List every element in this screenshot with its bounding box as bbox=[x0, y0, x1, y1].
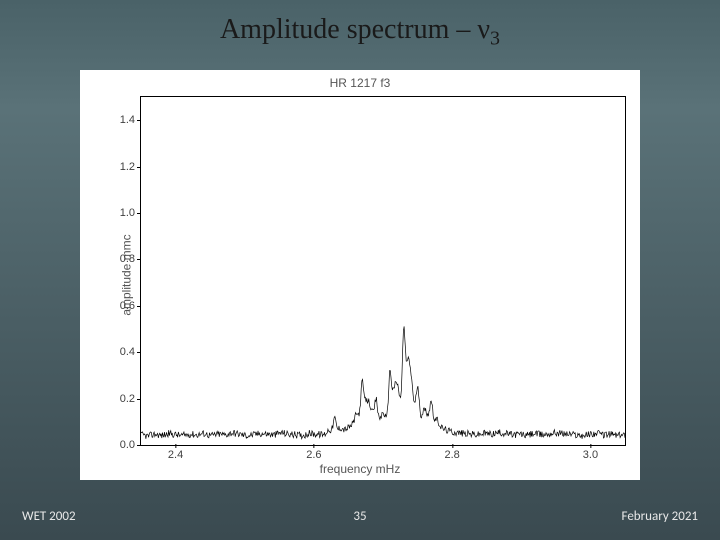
footer-left: WET 2002 bbox=[22, 509, 76, 524]
xtick: 2.6 bbox=[306, 449, 321, 461]
ytick: 0.0 bbox=[120, 439, 135, 451]
ytick: 0.8 bbox=[120, 253, 135, 265]
title-symbol: ν bbox=[477, 14, 490, 45]
chart-inner-title: HR 1217 f3 bbox=[80, 76, 640, 90]
footer-page-number: 35 bbox=[353, 509, 366, 524]
ytick: 0.4 bbox=[120, 346, 135, 358]
title-main: Amplitude spectrum – bbox=[220, 14, 477, 45]
slide-title: Amplitude spectrum – ν3 bbox=[0, 14, 720, 51]
chart-panel: HR 1217 f3 amplitude mmc frequency mHz 0… bbox=[80, 70, 640, 480]
ytick: 1.0 bbox=[120, 207, 135, 219]
xtick: 3.0 bbox=[583, 449, 598, 461]
chart-xlabel: frequency mHz bbox=[80, 462, 640, 476]
plot-area: 0.00.20.40.60.81.01.21.42.42.62.83.0 bbox=[140, 96, 626, 446]
footer-right: February 2021 bbox=[622, 509, 698, 524]
ytick: 1.2 bbox=[120, 161, 135, 173]
ytick: 1.4 bbox=[120, 114, 135, 126]
ytick: 0.2 bbox=[120, 393, 135, 405]
ytick: 0.6 bbox=[120, 300, 135, 312]
xtick: 2.4 bbox=[168, 449, 183, 461]
title-subscript: 3 bbox=[490, 28, 500, 50]
spectrum-line bbox=[141, 97, 625, 445]
xtick: 2.8 bbox=[444, 449, 459, 461]
